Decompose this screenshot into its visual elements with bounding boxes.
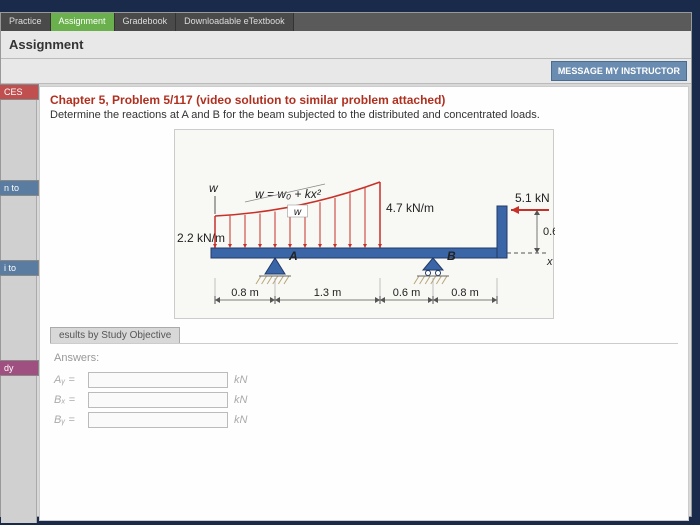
svg-text:1.3 m: 1.3 m: [314, 287, 342, 299]
svg-text:0.8 m: 0.8 m: [451, 287, 479, 299]
answer-unit-bx: kN: [234, 394, 247, 406]
sidebar-tab-ces[interactable]: CES: [0, 84, 39, 100]
answer-unit-ay: kN: [234, 374, 247, 386]
problem-panel: Chapter 5, Problem 5/117 (video solution…: [39, 86, 689, 521]
svg-text:0.6 m: 0.6 m: [393, 287, 421, 299]
problem-statement: Determine the reactions at A and B for t…: [50, 109, 678, 121]
svg-text:4.7 kN/m: 4.7 kN/m: [386, 201, 434, 215]
sidebar-tab-dy[interactable]: dy: [0, 360, 39, 376]
svg-text:2.2 kN/m: 2.2 kN/m: [177, 231, 225, 245]
sidebar-tab-ito[interactable]: i to: [0, 260, 39, 276]
nav-tab-assignment[interactable]: Assignment: [51, 13, 115, 31]
svg-text:w = w₀ + kx²: w = w₀ + kx²: [255, 187, 322, 201]
answer-input-by[interactable]: [88, 412, 228, 428]
nav-tab-practice[interactable]: Practice: [1, 13, 51, 31]
svg-text:B: B: [447, 249, 456, 263]
page-title: Assignment: [1, 31, 691, 59]
answer-unit-by: kN: [234, 414, 247, 426]
nav-tab-etextbook[interactable]: Downloadable eTextbook: [176, 13, 294, 31]
svg-text:5.1 kN: 5.1 kN: [515, 191, 550, 205]
svg-text:w: w: [294, 207, 302, 218]
results-by-objective-tab[interactable]: esults by Study Objective: [50, 327, 180, 343]
svg-text:A: A: [288, 249, 298, 263]
svg-text:0.8 m: 0.8 m: [231, 287, 259, 299]
answer-label-ay: Aᵧ =: [54, 374, 88, 386]
beam-figure: w w = w₀ + kx² w A Bx 5.1 kN 0.6 m 2.2 kN/m 4.7 …: [174, 129, 554, 319]
answer-label-bx: Bₓ =: [54, 394, 88, 406]
answers-section: Answers: Aᵧ = kN Bₓ = kN Bᵧ = kN: [50, 343, 678, 436]
answer-label-by: Bᵧ =: [54, 414, 88, 426]
svg-text:x: x: [546, 256, 553, 268]
answers-header: Answers:: [54, 352, 674, 364]
message-instructor-button[interactable]: MESSAGE MY INSTRUCTOR: [551, 61, 687, 81]
svg-text:w: w: [209, 181, 219, 195]
nav-tab-gradebook[interactable]: Gradebook: [115, 13, 177, 31]
top-nav: Practice Assignment Gradebook Downloadab…: [1, 13, 691, 31]
answer-input-ay[interactable]: [88, 372, 228, 388]
svg-text:0.6 m: 0.6 m: [543, 226, 555, 238]
left-sidebar: CES n to i to dy: [1, 84, 37, 523]
answer-input-bx[interactable]: [88, 392, 228, 408]
problem-title: Chapter 5, Problem 5/117 (video solution…: [50, 93, 678, 107]
sidebar-tab-nto[interactable]: n to: [0, 180, 39, 196]
